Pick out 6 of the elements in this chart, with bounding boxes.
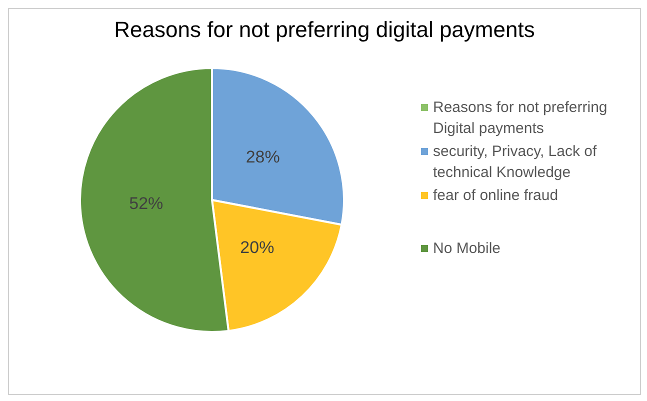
legend-label: No Mobile	[433, 239, 501, 259]
data-label: 52%	[129, 194, 164, 213]
data-label: 20%	[240, 238, 274, 257]
chart-title: Reasons for not preferring digital payments	[113, 17, 536, 43]
data-label: 28%	[246, 148, 280, 167]
legend-label: fear of online fraud	[433, 186, 558, 206]
